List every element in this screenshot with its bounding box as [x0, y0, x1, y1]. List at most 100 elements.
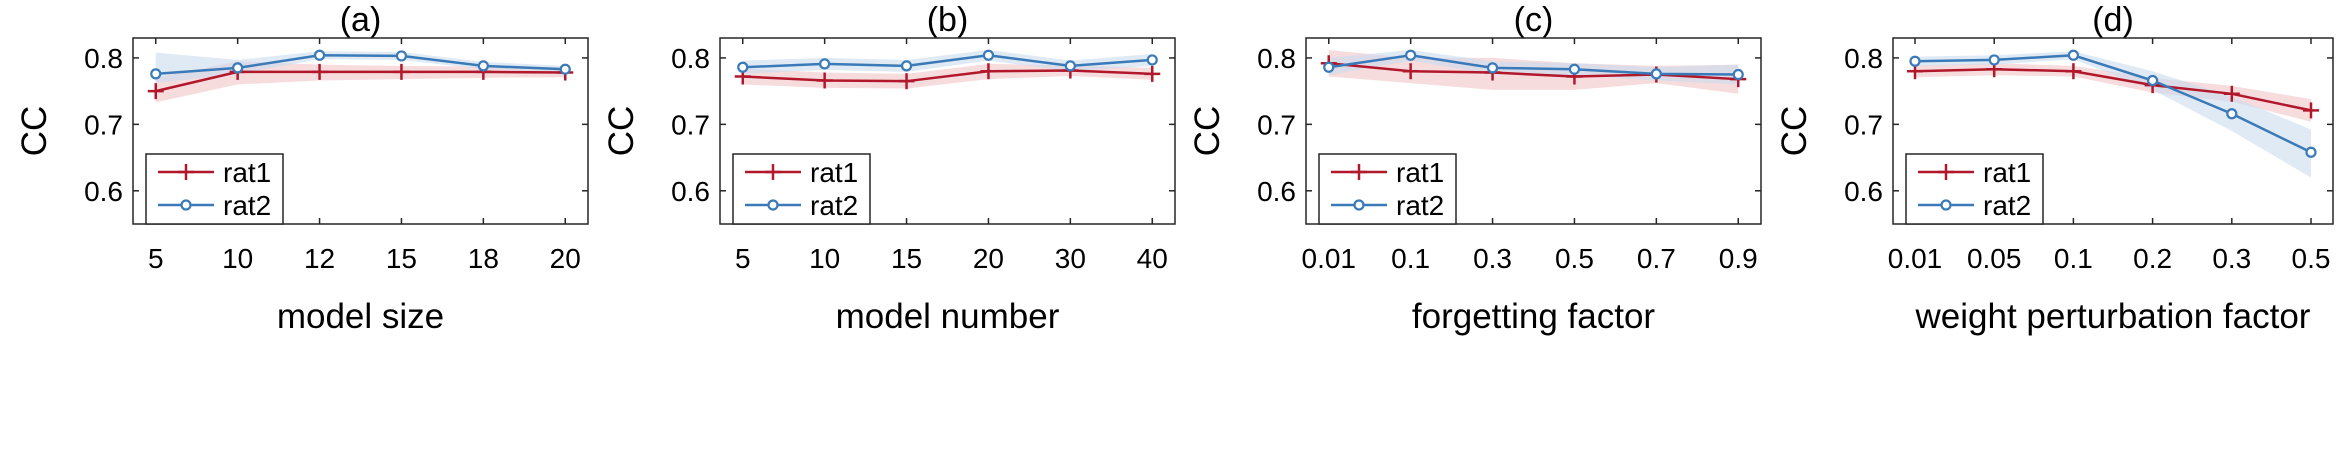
y-tick-label: 0.7: [1257, 109, 1296, 140]
y-tick-label: 0.6: [1844, 176, 1883, 207]
x-tick-label: 30: [1055, 243, 1086, 274]
x-tick-label: 12: [304, 243, 335, 274]
rat2-line: [742, 54, 1153, 69]
x-tick-label: 0.01: [1302, 243, 1357, 274]
rat2-point: [1146, 54, 1158, 66]
y-tick-label: 0.6: [84, 176, 123, 207]
axes-box: [1305, 37, 1762, 225]
rat2-point: [150, 68, 162, 80]
x-tick-label: 20: [973, 243, 1004, 274]
rat2-point: [559, 63, 571, 75]
rat1-point: [1402, 63, 1419, 80]
rat1-point: [980, 63, 997, 80]
x-tick-label: 5: [735, 243, 751, 274]
x-axis-label: model number: [836, 297, 1060, 336]
axes-box: [1892, 37, 2334, 225]
y-tick-label: 0.6: [671, 176, 710, 207]
rat2-point: [313, 49, 326, 61]
axes-box: [132, 37, 589, 225]
x-tick-label: 18: [468, 243, 499, 274]
rat1-line: [1914, 67, 2312, 112]
x-tick-label: 0.3: [1473, 243, 1512, 274]
x-tick-label: 0.1: [2054, 243, 2093, 274]
x-axis-label: forgetting factor: [1412, 297, 1656, 336]
x-tick-label: 0.9: [1719, 243, 1758, 274]
x-tick-label: 15: [891, 243, 922, 274]
rat2-point: [395, 50, 408, 62]
y-tick-label: 0.8: [1844, 43, 1883, 74]
y-tick-label: 0.8: [671, 43, 710, 74]
rat2-point: [819, 58, 831, 70]
panel-title: (b): [927, 1, 969, 39]
rat2-point: [737, 61, 749, 73]
legend-label-rat1: rat1: [223, 157, 271, 188]
x-axis-label: model size: [277, 297, 444, 336]
y-tick-label: 0.8: [84, 43, 123, 74]
rat2-line: [1328, 54, 1739, 76]
panel-c: (c) 0.6 0.7 0.8 0.01 0.1 0.3 0.5 0.7 0.9 forgettin…: [1188, 1, 1762, 336]
rat2-point: [1988, 54, 2000, 66]
legend-marker-rat2: [180, 199, 192, 211]
x-tick-label: 10: [809, 243, 840, 274]
legend-label-rat2: rat2: [1983, 190, 2031, 221]
x-tick-label: 0.5: [2292, 243, 2331, 274]
x-tick-label: 0.5: [1555, 243, 1594, 274]
rat1-point: [2303, 102, 2319, 119]
x-tick-label: 20: [550, 243, 581, 274]
x-tick-label: 0.01: [1888, 243, 1943, 274]
rat1-line: [1328, 61, 1739, 81]
legend-box: [1905, 153, 2044, 225]
rat1-point: [147, 83, 164, 100]
legend-box: [145, 153, 284, 225]
rat1-point: [898, 73, 915, 90]
rat1-line: [742, 69, 1153, 83]
rat2-point: [1568, 63, 1581, 75]
rat1-point: [311, 63, 328, 80]
rat2-point: [1909, 55, 1921, 67]
x-tick-label: 0.05: [1967, 243, 2022, 274]
rat2-point: [1650, 68, 1662, 80]
panel-title: (a): [340, 1, 382, 39]
legend-marker-rat2: [1940, 199, 1952, 211]
y-axis-label: CC: [1775, 106, 1814, 157]
rat2-point: [1064, 60, 1076, 72]
y-axis-label: CC: [1188, 106, 1227, 157]
x-tick-label: 15: [386, 243, 417, 274]
y-tick-label: 0.7: [84, 109, 123, 140]
rat1-point: [2223, 85, 2240, 102]
x-tick-label: 10: [222, 243, 253, 274]
y-axis-label: CC: [15, 106, 54, 157]
legend-label-rat1: rat1: [1983, 157, 2031, 188]
legend-label-rat2: rat2: [1396, 190, 1444, 221]
panel-a: (a) 0.6 0.7 0.8 5 10 12 15 18 20 model size CC rat1r…: [15, 1, 589, 336]
rat2-point: [2147, 74, 2159, 87]
legend-label-rat1: rat1: [1396, 157, 1444, 188]
rat2-line: [155, 54, 566, 76]
rat1-point: [816, 72, 833, 89]
legend-marker-rat2: [767, 199, 779, 211]
rat1-line: [155, 70, 566, 93]
legend-marker-rat2: [1353, 199, 1365, 211]
rat2-point: [1732, 68, 1744, 81]
rat1-point: [1144, 65, 1161, 82]
rat2-point: [1323, 61, 1335, 73]
panel-title: (c): [1514, 1, 1554, 39]
rat2-confidence-band: [155, 51, 566, 84]
y-tick-label: 0.6: [1257, 176, 1296, 207]
x-tick-label: 5: [148, 243, 164, 274]
legend-label-rat2: rat2: [223, 190, 271, 221]
panel-b: (b) 0.6 0.7 0.8 5 10 15 20 30 40 model number CC rat…: [602, 1, 1176, 336]
y-axis-label: CC: [602, 106, 641, 157]
legend-label-rat2: rat2: [810, 190, 858, 221]
x-tick-label: 0.3: [2212, 243, 2251, 274]
rat2-point: [232, 62, 244, 74]
rat2-confidence-band: [742, 49, 1153, 74]
y-tick-label: 0.7: [671, 109, 710, 140]
rat2-point: [982, 49, 995, 61]
legend-box: [1318, 153, 1457, 225]
x-tick-label: 0.2: [2133, 243, 2172, 274]
legend-label-rat1: rat1: [810, 157, 858, 188]
rat2-point: [2305, 146, 2317, 158]
